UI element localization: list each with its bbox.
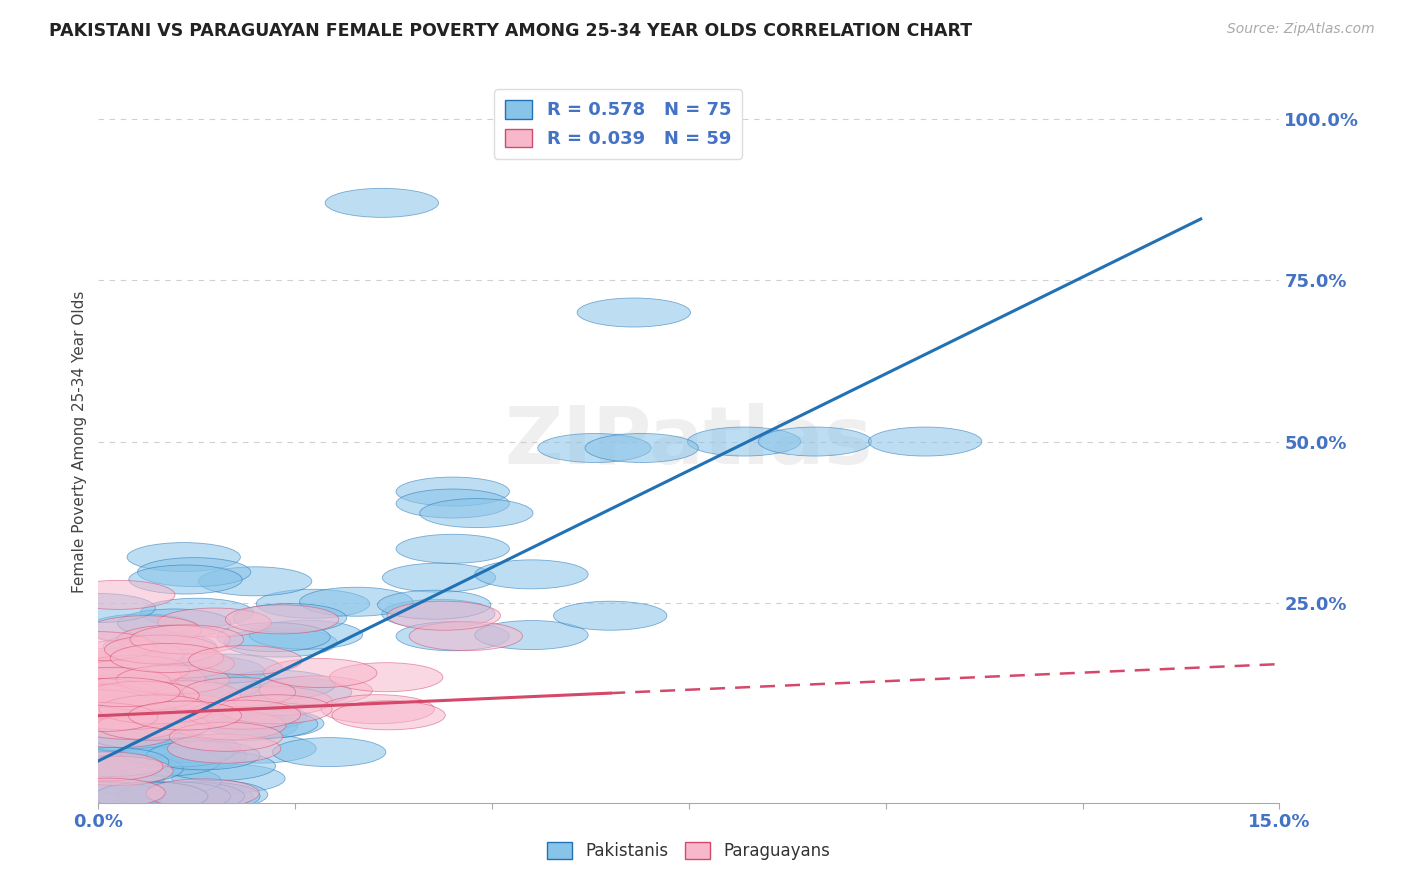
Y-axis label: Female Poverty Among 25-34 Year Olds: Female Poverty Among 25-34 Year Olds [72, 291, 87, 592]
Text: ZIPatlas: ZIPatlas [505, 402, 873, 481]
Legend: Pakistanis, Paraguayans: Pakistanis, Paraguayans [540, 835, 838, 867]
Text: PAKISTANI VS PARAGUAYAN FEMALE POVERTY AMONG 25-34 YEAR OLDS CORRELATION CHART: PAKISTANI VS PARAGUAYAN FEMALE POVERTY A… [49, 22, 973, 40]
Text: Source: ZipAtlas.com: Source: ZipAtlas.com [1227, 22, 1375, 37]
